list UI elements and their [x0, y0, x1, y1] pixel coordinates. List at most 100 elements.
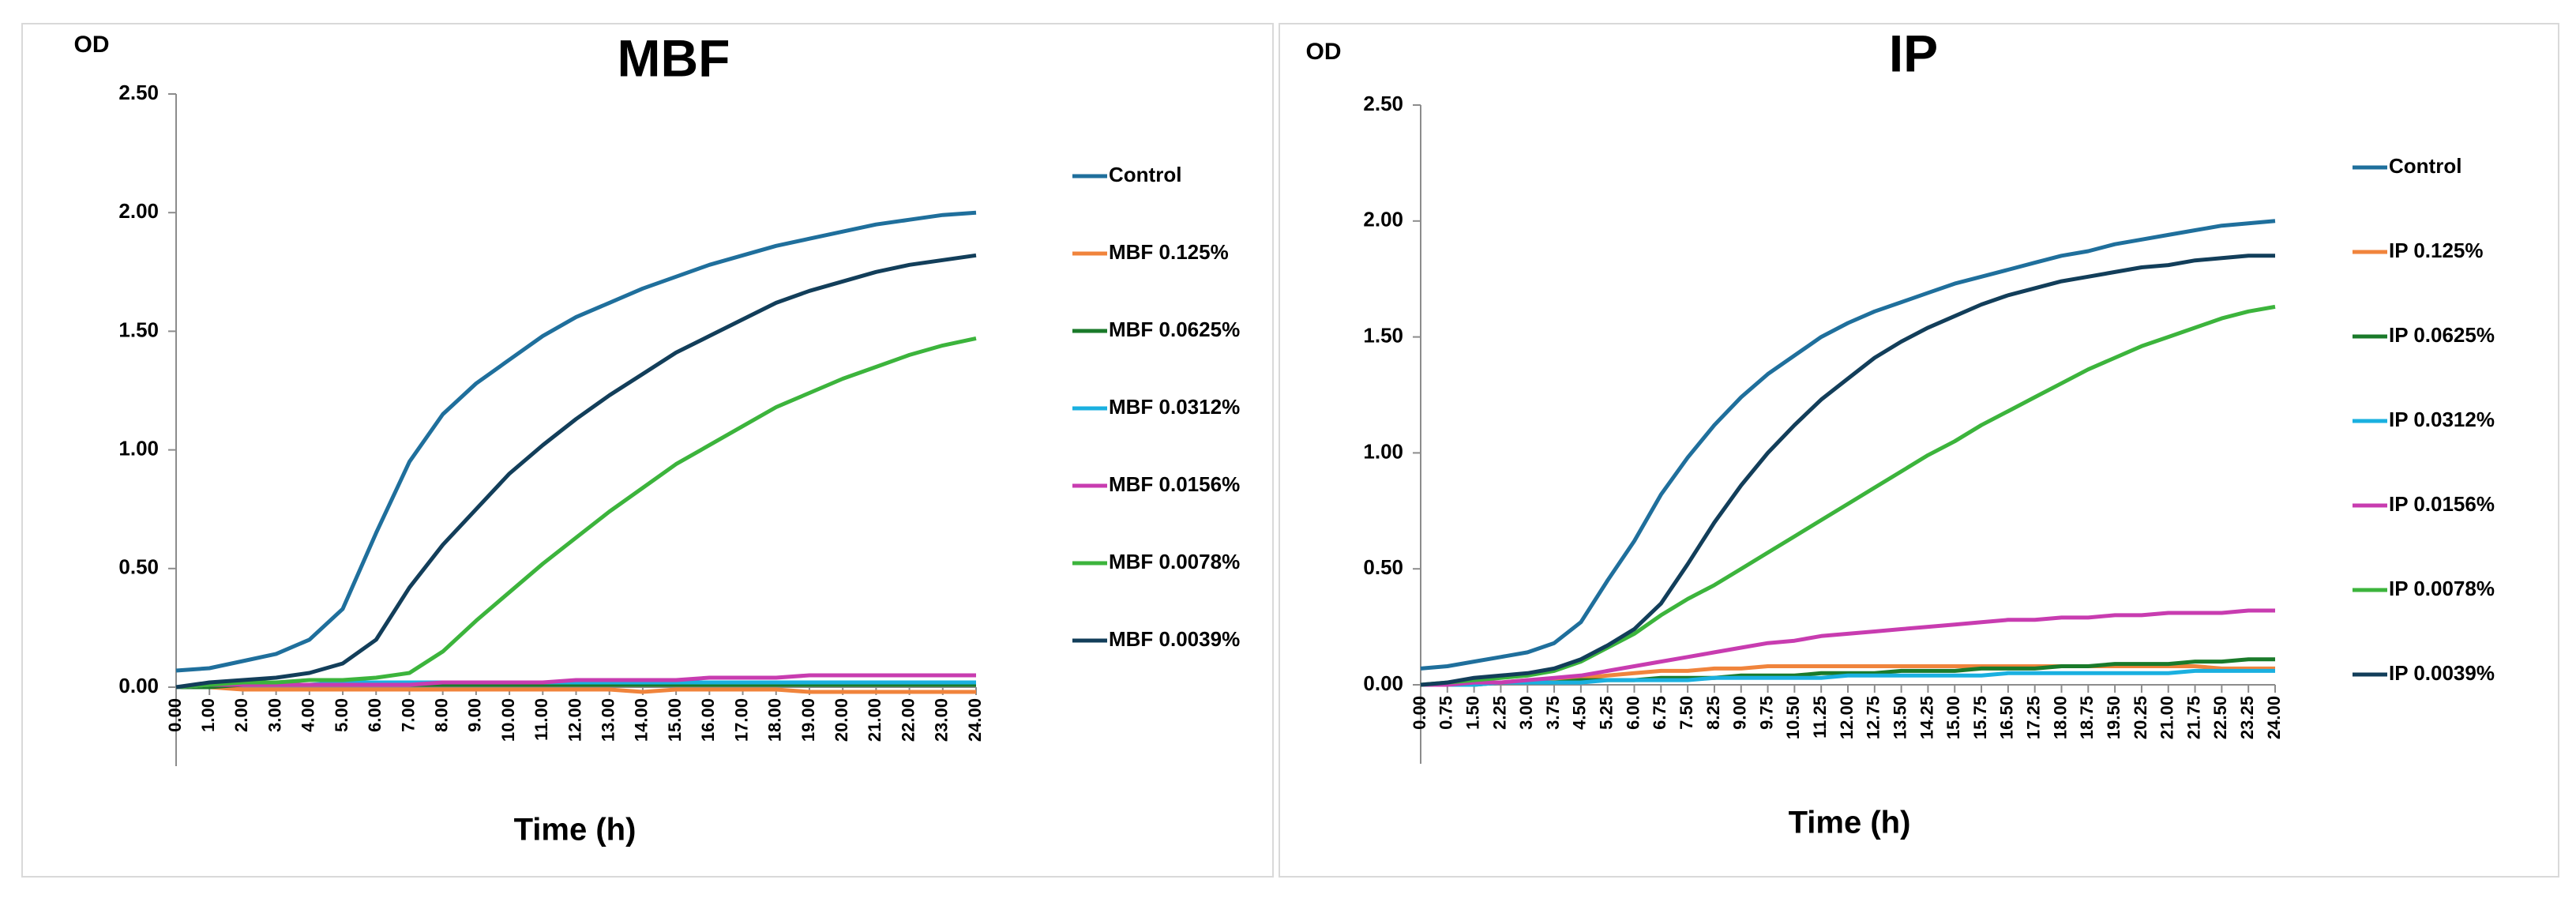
x-tick-label: 6.00 — [365, 698, 385, 732]
x-tick-label: 4.00 — [299, 698, 318, 732]
x-tick-label: 17.25 — [2024, 696, 2044, 739]
x-tick-label: 22.50 — [2210, 696, 2230, 739]
x-axis-label: Time (h) — [514, 813, 636, 848]
x-tick-label: 10.50 — [1783, 696, 1803, 739]
chart-title: MBF — [618, 28, 730, 87]
x-tick-label: 2.00 — [231, 698, 251, 732]
legend-label: MBF 0.0625% — [1109, 318, 1240, 341]
x-tick-label: 11.25 — [1810, 696, 1830, 739]
chart-title: IP — [1889, 24, 1938, 82]
series-line — [175, 673, 976, 690]
x-tick-label: 0.00 — [1410, 696, 1429, 730]
series-line — [1421, 668, 2275, 687]
x-tick-label: 14.00 — [632, 698, 652, 742]
y-axis-label: OD — [74, 32, 110, 58]
y-tick-label: 2.00 — [1363, 208, 1403, 231]
x-tick-label: 9.00 — [1730, 696, 1750, 730]
x-tick-label: 12.75 — [1864, 696, 1883, 739]
x-tick-label: 9.75 — [1756, 696, 1776, 730]
x-tick-label: 18.00 — [765, 698, 785, 742]
legend-label: IP 0.0312% — [2389, 408, 2495, 431]
x-tick-label: 4.50 — [1570, 696, 1590, 730]
x-tick-label: 24.00 — [2264, 696, 2284, 739]
legend-label: MBF 0.0312% — [1109, 395, 1240, 419]
x-axis-label: Time (h) — [1789, 806, 1911, 840]
legend-label: IP 0.0156% — [2389, 492, 2495, 516]
x-tick-label: 12.00 — [1837, 696, 1857, 739]
x-tick-label: 15.00 — [1943, 696, 1963, 739]
x-tick-label: 20.00 — [832, 698, 851, 742]
x-tick-label: 24.00 — [965, 698, 985, 742]
x-tick-label: 15.75 — [1970, 696, 1990, 739]
series-line — [1420, 254, 2275, 687]
x-tick-label: 23.00 — [932, 698, 952, 742]
x-tick-label: 5.25 — [1597, 696, 1617, 730]
x-tick-label: 7.50 — [1677, 696, 1696, 730]
x-tick-label: 1.50 — [1463, 696, 1482, 730]
x-tick-label: 21.75 — [2184, 696, 2203, 739]
x-tick-label: 14.25 — [1917, 696, 1936, 739]
x-tick-label: 0.75 — [1436, 696, 1456, 730]
x-tick-label: 11.00 — [531, 698, 551, 741]
x-tick-label: 3.00 — [1516, 696, 1536, 730]
x-tick-label: 8.00 — [431, 698, 451, 732]
series-line — [1421, 664, 2275, 687]
x-tick-label: 7.00 — [398, 698, 418, 732]
x-tick-label: 1.00 — [198, 698, 218, 732]
legend-label: IP 0.0039% — [2389, 661, 2495, 685]
y-tick-label: 1.00 — [1363, 439, 1403, 463]
y-tick-label: 2.50 — [1363, 92, 1403, 115]
x-tick-label: 21.00 — [865, 698, 884, 742]
x-tick-label: 16.00 — [698, 698, 718, 742]
x-tick-label: 17.00 — [731, 698, 751, 742]
x-tick-label: 3.00 — [265, 698, 284, 732]
x-tick-label: 15.00 — [665, 698, 685, 742]
y-tick-label: 2.00 — [118, 199, 159, 223]
x-tick-label: 13.50 — [1890, 696, 1909, 739]
x-tick-label: 18.75 — [2077, 696, 2097, 739]
y-tick-label: 0.00 — [1363, 671, 1403, 695]
y-tick-label: 1.50 — [118, 318, 159, 341]
x-tick-label: 23.25 — [2237, 696, 2257, 739]
x-tick-label: 6.00 — [1623, 696, 1643, 730]
x-tick-label: 22.00 — [898, 698, 918, 742]
x-tick-label: 5.00 — [332, 698, 351, 732]
x-tick-label: 10.00 — [498, 698, 518, 742]
series-line — [1421, 608, 2275, 687]
panel-frame — [21, 23, 1274, 878]
legend-label: MBF 0.125% — [1109, 240, 1229, 264]
x-tick-label: 21.00 — [2157, 696, 2177, 739]
series-line — [1420, 219, 2276, 671]
x-tick-label: 9.00 — [465, 698, 485, 732]
legend-label: Control — [2389, 154, 2461, 178]
x-tick-label: 18.00 — [2050, 696, 2070, 739]
x-tick-label: 0.00 — [165, 698, 185, 732]
y-tick-label: 0.50 — [118, 555, 159, 579]
y-axis-label: OD — [1306, 39, 1342, 65]
series-line — [175, 253, 977, 690]
legend-label: MBF 0.0039% — [1109, 627, 1240, 651]
x-tick-label: 20.25 — [2131, 696, 2150, 739]
series-line — [175, 336, 977, 690]
legend-label: IP 0.0078% — [2389, 577, 2495, 600]
x-tick-label: 2.25 — [1489, 696, 1509, 730]
y-tick-label: 0.50 — [1363, 555, 1403, 579]
x-tick-label: 3.75 — [1543, 696, 1563, 730]
x-tick-label: 6.75 — [1650, 696, 1669, 730]
panel-frame — [1279, 23, 2559, 878]
series-line — [176, 685, 976, 694]
legend-label: MBF 0.0078% — [1109, 550, 1240, 573]
x-tick-label: 19.00 — [798, 698, 818, 742]
series-line — [175, 210, 977, 673]
x-tick-label: 8.25 — [1703, 696, 1723, 730]
legend-label: MBF 0.0156% — [1109, 472, 1240, 496]
legend-label: Control — [1109, 163, 1181, 186]
x-tick-label: 16.50 — [1997, 696, 2017, 739]
series-line — [1420, 304, 2276, 687]
y-tick-label: 2.50 — [118, 81, 159, 104]
y-tick-label: 0.00 — [118, 674, 159, 697]
x-tick-label: 19.50 — [2104, 696, 2124, 739]
legend-label: IP 0.0625% — [2389, 323, 2495, 347]
y-tick-label: 1.50 — [1363, 323, 1403, 347]
